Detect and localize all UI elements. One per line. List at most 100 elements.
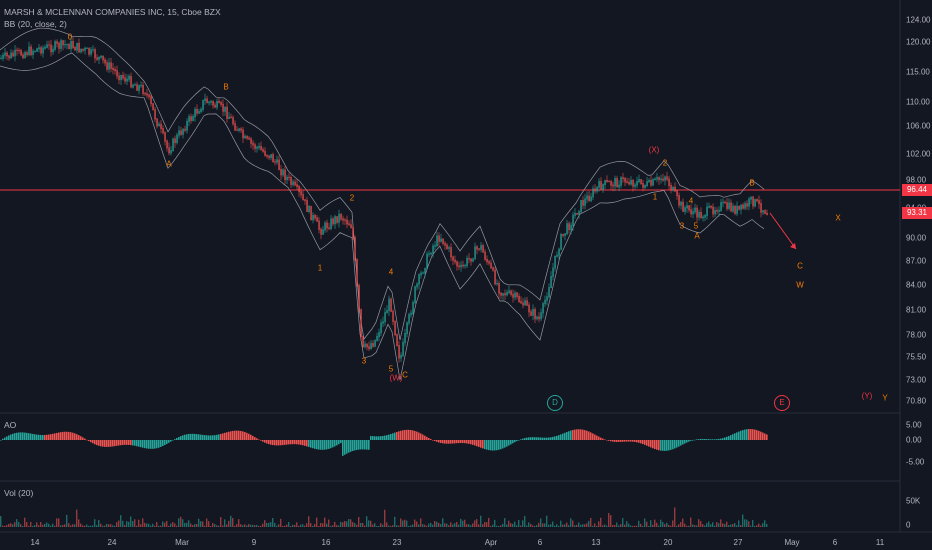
volume-bar [422,524,424,527]
volume-bar [534,525,536,527]
volume-bar [82,525,84,527]
wave-label[interactable]: B [749,178,755,188]
candle-body [4,52,6,56]
candle-body [568,223,570,231]
wave-label[interactable]: X [835,213,841,223]
ao-bar [700,438,702,440]
ao-pane-title[interactable]: AO [4,420,17,430]
candle-body [518,295,520,303]
ao-bar [372,436,374,440]
ao-bar [636,440,638,443]
ao-bar [282,440,284,446]
candle-body [556,254,558,257]
volume-bar [478,524,480,527]
volume-bar [628,523,630,527]
wave-label[interactable]: 3 [679,221,685,231]
volume-pane-title[interactable]: Vol (20) [4,488,34,498]
wave-label[interactable]: 1 [317,263,323,273]
wave-label[interactable]: 2 [662,158,668,168]
volume-bar [156,521,158,527]
volume-bar [38,525,40,527]
volume-bar [372,524,374,527]
ao-bar [252,435,254,440]
wave-label[interactable]: A [166,159,172,169]
wave-label[interactable]: 3 [361,356,367,366]
wave-label[interactable]: 5 [388,364,394,374]
wave-label[interactable]: W [796,280,804,290]
ao-bar [466,440,468,444]
symbol-title[interactable]: MARSH & MCLENNAN COMPANIES INC, 15, Cboe… [4,7,221,17]
volume-bar [536,525,538,527]
indicator-title[interactable]: BB (20, close, 2) [4,19,67,29]
ao-bar [536,437,538,440]
candle-body [194,108,196,118]
ao-bar [608,440,610,441]
volume-bar [308,516,310,527]
wave-label[interactable]: B [223,82,229,92]
candle-body [270,154,272,158]
candle-body [350,224,352,229]
ao-bar [712,439,714,440]
ao-bar [534,437,536,440]
candle-body [724,201,726,204]
volume-bar [388,525,390,527]
volume-bar [378,525,380,527]
volume-bar [554,525,556,527]
ao-bar [654,440,656,450]
candle-body [664,176,666,181]
wave-label[interactable]: (X) [648,145,660,155]
wave-label[interactable]: C [402,370,408,380]
ao-bar [102,440,104,447]
volume-bar [752,520,754,527]
volume-bar [240,524,242,527]
wave-label[interactable]: 0 [67,32,73,42]
wave-label[interactable]: 4 [388,267,394,277]
candle-body [490,262,492,269]
candle-body [698,211,700,218]
volume-bar [678,524,680,527]
volume-bar [444,523,446,527]
volume-bar [750,525,752,527]
wave-label[interactable]: 4 [688,196,694,206]
ao-bar [312,440,314,449]
ao-bar [546,437,548,440]
wave-label[interactable]: (Y) [861,391,873,401]
ao-bar [156,440,158,449]
volume-bar [744,519,746,527]
candle-body [22,54,24,59]
candle-body [254,144,256,149]
wave-label[interactable]: 1 [652,192,658,202]
wave-label[interactable]: A [694,231,700,241]
wave-label[interactable]: Y [882,393,888,403]
ao-bar [128,440,130,445]
wave-label[interactable]: (W) [389,373,403,383]
wave-label[interactable]: 5 [693,221,699,231]
volume-bar [196,523,198,527]
wave-label[interactable]: C [797,261,803,271]
candle-body [580,200,582,213]
volume-bar [432,524,434,527]
volume-bar [588,520,590,527]
candle-body [400,355,402,359]
circled-wave-label-e[interactable]: E [774,395,790,411]
candle-body [368,346,370,350]
volume-bar [634,525,636,527]
ao-bar [302,440,304,446]
ao-bar [400,430,402,440]
ao-bar [322,440,324,450]
candle-body [0,57,2,59]
volume-bar [40,521,42,527]
circled-wave-label-d[interactable]: D [547,395,563,411]
candle-body [670,185,672,191]
candle-body [482,245,484,253]
ao-bar [188,433,190,440]
ao-bar [728,436,730,440]
horizontal-line-price-tag[interactable]: 96.44 [902,184,932,196]
volume-bar [430,522,432,527]
candle-body [218,101,220,104]
ao-bar [574,429,576,440]
bollinger-bands [0,27,765,380]
wave-label[interactable]: 2 [349,193,355,203]
